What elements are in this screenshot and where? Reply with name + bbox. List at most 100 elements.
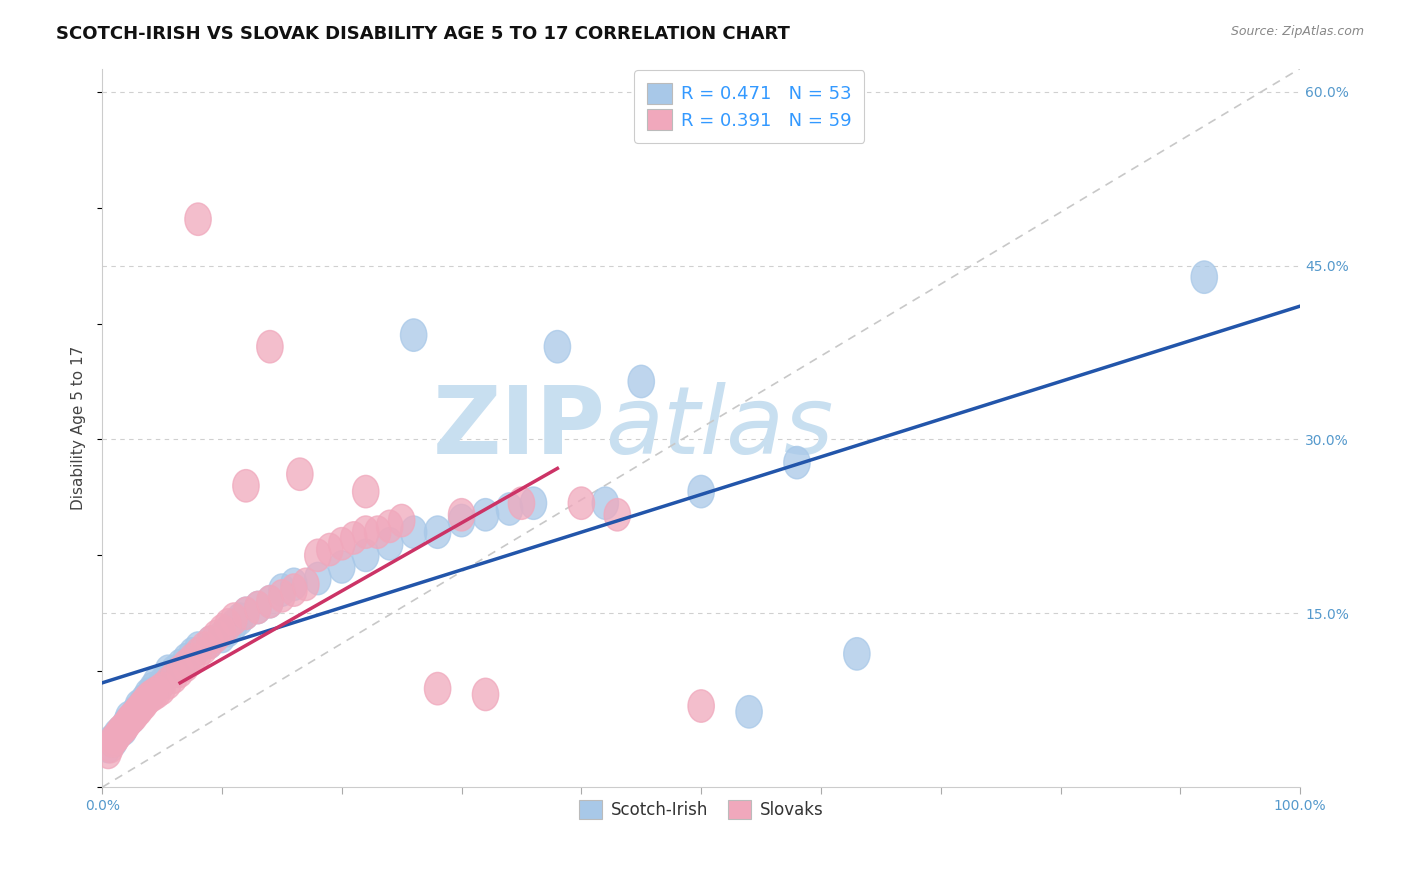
- Ellipse shape: [233, 597, 259, 630]
- Ellipse shape: [226, 603, 253, 635]
- Ellipse shape: [155, 666, 181, 699]
- Ellipse shape: [96, 731, 121, 763]
- Ellipse shape: [221, 603, 247, 635]
- Ellipse shape: [305, 562, 330, 595]
- Ellipse shape: [281, 574, 307, 607]
- Ellipse shape: [184, 203, 211, 235]
- Ellipse shape: [139, 673, 166, 705]
- Ellipse shape: [544, 330, 571, 363]
- Ellipse shape: [269, 580, 295, 612]
- Text: atlas: atlas: [606, 383, 834, 474]
- Ellipse shape: [167, 649, 193, 681]
- Ellipse shape: [167, 655, 193, 688]
- Ellipse shape: [104, 719, 131, 751]
- Ellipse shape: [107, 715, 134, 747]
- Ellipse shape: [160, 661, 187, 693]
- Ellipse shape: [472, 678, 499, 711]
- Ellipse shape: [287, 458, 314, 491]
- Ellipse shape: [425, 516, 451, 549]
- Ellipse shape: [221, 608, 247, 641]
- Ellipse shape: [97, 731, 124, 763]
- Ellipse shape: [215, 615, 242, 647]
- Ellipse shape: [136, 681, 163, 713]
- Ellipse shape: [149, 666, 176, 699]
- Text: Source: ZipAtlas.com: Source: ZipAtlas.com: [1230, 25, 1364, 38]
- Ellipse shape: [101, 724, 128, 757]
- Ellipse shape: [520, 487, 547, 519]
- Ellipse shape: [472, 499, 499, 531]
- Ellipse shape: [401, 516, 427, 549]
- Ellipse shape: [340, 522, 367, 554]
- Ellipse shape: [124, 696, 150, 728]
- Ellipse shape: [1191, 261, 1218, 293]
- Ellipse shape: [197, 626, 224, 658]
- Ellipse shape: [305, 539, 330, 572]
- Ellipse shape: [100, 724, 127, 757]
- Ellipse shape: [257, 585, 283, 618]
- Ellipse shape: [245, 591, 271, 624]
- Ellipse shape: [103, 723, 128, 755]
- Ellipse shape: [197, 626, 224, 658]
- Ellipse shape: [141, 678, 167, 711]
- Ellipse shape: [329, 550, 354, 583]
- Ellipse shape: [233, 469, 259, 502]
- Ellipse shape: [688, 690, 714, 723]
- Ellipse shape: [110, 713, 136, 746]
- Ellipse shape: [783, 446, 810, 479]
- Ellipse shape: [191, 632, 217, 665]
- Ellipse shape: [844, 638, 870, 670]
- Text: SCOTCH-IRISH VS SLOVAK DISABILITY AGE 5 TO 17 CORRELATION CHART: SCOTCH-IRISH VS SLOVAK DISABILITY AGE 5 …: [56, 25, 790, 43]
- Ellipse shape: [179, 643, 205, 676]
- Ellipse shape: [364, 516, 391, 549]
- Ellipse shape: [149, 673, 176, 705]
- Ellipse shape: [377, 510, 404, 542]
- Ellipse shape: [104, 719, 129, 751]
- Ellipse shape: [449, 504, 475, 537]
- Ellipse shape: [131, 684, 157, 716]
- Ellipse shape: [209, 620, 235, 653]
- Ellipse shape: [628, 365, 654, 398]
- Ellipse shape: [509, 487, 534, 519]
- Ellipse shape: [568, 487, 595, 519]
- Ellipse shape: [143, 666, 169, 699]
- Ellipse shape: [425, 673, 451, 705]
- Ellipse shape: [329, 527, 354, 560]
- Ellipse shape: [136, 678, 163, 711]
- Legend: Scotch-Irish, Slovaks: Scotch-Irish, Slovaks: [572, 793, 830, 826]
- Ellipse shape: [117, 704, 143, 736]
- Ellipse shape: [120, 701, 145, 734]
- Ellipse shape: [135, 678, 160, 711]
- Ellipse shape: [122, 696, 149, 728]
- Ellipse shape: [112, 707, 139, 739]
- Ellipse shape: [401, 318, 427, 351]
- Ellipse shape: [292, 568, 319, 600]
- Text: ZIP: ZIP: [433, 382, 606, 474]
- Ellipse shape: [131, 688, 157, 720]
- Ellipse shape: [377, 527, 404, 560]
- Ellipse shape: [449, 499, 475, 531]
- Ellipse shape: [155, 655, 181, 688]
- Ellipse shape: [160, 655, 187, 688]
- Ellipse shape: [353, 516, 380, 549]
- Ellipse shape: [215, 608, 242, 641]
- Ellipse shape: [114, 707, 141, 739]
- Ellipse shape: [125, 690, 152, 723]
- Ellipse shape: [107, 715, 134, 747]
- Ellipse shape: [128, 690, 153, 723]
- Ellipse shape: [96, 736, 121, 769]
- Ellipse shape: [592, 487, 619, 519]
- Ellipse shape: [179, 638, 205, 670]
- Ellipse shape: [184, 632, 211, 665]
- Ellipse shape: [388, 504, 415, 537]
- Ellipse shape: [605, 499, 630, 531]
- Ellipse shape: [128, 690, 155, 723]
- Ellipse shape: [281, 568, 307, 600]
- Ellipse shape: [688, 475, 714, 508]
- Ellipse shape: [120, 701, 145, 734]
- Ellipse shape: [316, 533, 343, 566]
- Ellipse shape: [496, 492, 523, 525]
- Ellipse shape: [173, 643, 200, 676]
- Ellipse shape: [98, 724, 125, 757]
- Ellipse shape: [735, 696, 762, 728]
- Ellipse shape: [269, 574, 295, 607]
